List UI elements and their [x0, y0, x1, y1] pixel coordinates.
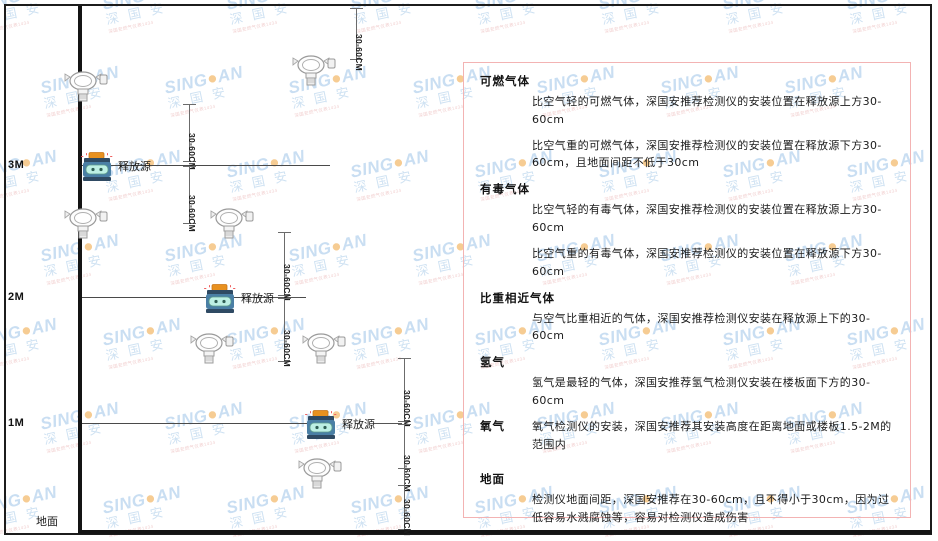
- release-source-label: 释放源: [118, 160, 151, 173]
- panel-paragraph: 氢气是最轻的气体，深国安推荐氢气检测仪安装在楼板面下方的30-60cm: [532, 376, 871, 407]
- panel-paragraph: 与空气比重相近的气体，深国安推荐检测仪安装在释放源上下的30-60cm: [532, 311, 871, 343]
- ground-label: 地面: [36, 515, 58, 528]
- release-source-label: 释放源: [241, 292, 274, 305]
- gas-detector-icon: [62, 68, 108, 102]
- tick-label-3m: 3M: [8, 159, 25, 171]
- gas-detector-icon: [300, 330, 346, 364]
- panel-paragraph: 比空气重的有毒气体，深国安推荐检测仪的安装位置在释放源下方30-60cm: [532, 246, 882, 278]
- level-line-2m: [78, 297, 306, 298]
- panel-heading: 可燃气体: [480, 74, 530, 88]
- leader-line: [374, 423, 402, 424]
- release-source-icon: [203, 284, 237, 314]
- gas-detector-icon: [62, 205, 108, 239]
- y-axis: [78, 6, 82, 534]
- release-source-icon: [304, 410, 338, 440]
- panel-paragraph: 比空气轻的可燃气体，深国安推荐检测仪的安装位置在释放源上方30-60cm: [532, 95, 882, 126]
- release-source-label: 释放源: [342, 418, 375, 431]
- panel-heading: 地面: [480, 472, 505, 487]
- gas-detector-icon: [188, 330, 234, 364]
- panel-inline-section: 氧气 氧气检测仪的安装，深国安推荐其安装高度在距离地面或楼板1.5-2M的范围内: [480, 418, 896, 454]
- leader-line: [272, 297, 300, 298]
- panel-paragraph: 检测仪地面间距，深国安推荐在30-60cm，且不得小于30cm，因为过低容易水溅…: [532, 493, 890, 525]
- panel-heading: 氧气: [480, 418, 505, 433]
- panel-heading: 比重相近气体: [480, 290, 555, 305]
- tick-label-2m: 2M: [8, 291, 25, 303]
- panel-paragraph: 比空气重的可燃气体，深国安推荐检测仪的安装位置在释放源下方30-60cm，且地面…: [532, 138, 882, 170]
- panel-paragraph: 氧气检测仪的安装，深国安推荐其安装高度在距离地面或楼板1.5-2M的范围内: [532, 419, 892, 451]
- gas-detector-icon: [290, 52, 336, 86]
- gas-detector-icon: [296, 455, 342, 489]
- release-source-icon: [80, 152, 114, 182]
- diagram-frame: [4, 4, 932, 535]
- tick-label-1m: 1M: [8, 417, 25, 429]
- panel-heading: 有毒气体: [480, 182, 530, 197]
- guidelines-panel: 可燃气体 比空气轻的可燃气体，深国安推荐检测仪的安装位置在释放源上方30-60cm…: [463, 62, 911, 524]
- panel-heading: 氢气: [480, 355, 505, 370]
- x-axis-ground: [78, 530, 932, 534]
- level-line-1m: [78, 423, 316, 424]
- panel-paragraph: 比空气轻的有毒气体，深国安推荐检测仪的安装位置在释放源上方30-60cm: [532, 203, 882, 235]
- gas-detector-icon: [208, 205, 254, 239]
- level-line-3m: [78, 165, 330, 166]
